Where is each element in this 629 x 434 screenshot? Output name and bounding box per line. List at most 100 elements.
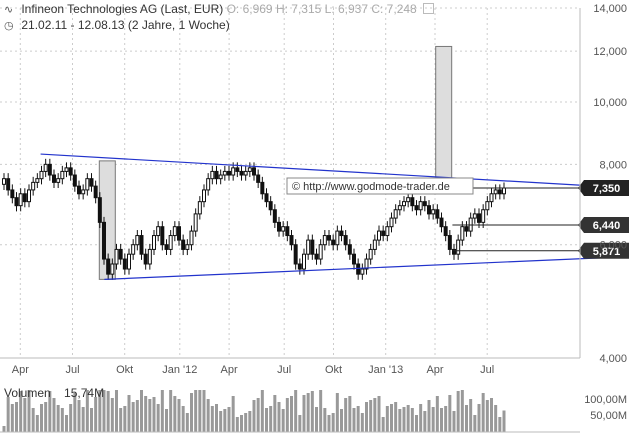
volume-bar	[265, 408, 268, 432]
candle-body	[406, 197, 411, 203]
volume-bar	[377, 396, 381, 432]
volume-bar	[477, 404, 481, 432]
volume-bar	[356, 406, 360, 432]
volume-bar	[319, 390, 323, 432]
candle-body	[268, 201, 273, 211]
volume-bar	[310, 391, 314, 432]
candle-body	[306, 239, 311, 255]
volume-bar	[181, 406, 185, 432]
candle-body	[502, 187, 506, 195]
volume-bar	[102, 390, 106, 432]
level-tag	[578, 242, 629, 259]
volume-bar	[252, 400, 256, 432]
volume-bar	[385, 406, 389, 432]
candle-body	[152, 235, 156, 250]
settings-checkbox[interactable]	[423, 3, 435, 14]
volume-bar	[431, 407, 435, 432]
candle-body	[106, 258, 111, 275]
y-tick-label: 14,000	[593, 3, 627, 15]
volume-bar	[202, 390, 206, 432]
candle-body	[377, 230, 381, 241]
y-tick-label: 4,000	[599, 353, 627, 365]
candle-body	[93, 185, 98, 199]
candle-body	[431, 209, 436, 215]
volume-bar	[390, 404, 393, 432]
candle-body	[164, 244, 169, 250]
x-tick-label: Okt	[116, 364, 133, 376]
candle-body	[135, 235, 140, 246]
volume-value: 15,74M	[64, 386, 105, 400]
level-tag	[578, 216, 629, 233]
volume-bar	[210, 406, 214, 432]
volume-bar	[248, 411, 252, 432]
volume-bar	[15, 402, 18, 432]
volume-bar	[227, 407, 231, 432]
volume-bar	[27, 390, 31, 432]
volume-bar	[369, 400, 373, 432]
candle-body	[235, 167, 240, 172]
volume-bar	[419, 404, 423, 432]
volume-header: Volumen 15,74M	[4, 386, 104, 400]
volume-bar	[260, 390, 264, 432]
volume-bar	[269, 406, 273, 432]
volume-bar	[490, 398, 493, 432]
x-tick-label: Jul	[65, 364, 79, 376]
y-tick-label: 12,000	[593, 46, 627, 58]
candle-body	[210, 170, 215, 180]
candle-body	[481, 209, 486, 223]
volume-bar	[460, 390, 464, 432]
candle-body	[247, 167, 252, 172]
volume-bar	[298, 415, 302, 432]
candle-body	[35, 178, 40, 183]
volume-bar	[360, 413, 364, 432]
volume-bar	[19, 391, 23, 432]
volume-bar	[448, 395, 452, 432]
volume-axis: 100,00M 50,00M	[0, 394, 627, 433]
y-axis: 14,000 12,000 10,000 8,000 6,000 4,000	[579, 3, 627, 365]
level-label: 7,350	[593, 183, 621, 195]
volume-bar	[44, 402, 48, 432]
volume-bar	[156, 404, 160, 432]
trendlines	[40, 153, 629, 280]
volume-bar	[273, 395, 277, 432]
volume-bar	[406, 405, 410, 432]
volume-bar	[52, 398, 56, 432]
x-axis: Apr Jul Okt Jan '12 Apr Jul Okt Jan '13 Apr Jul	[0, 357, 580, 376]
volume-bar	[340, 409, 343, 432]
candle-body	[206, 178, 211, 191]
volume-bar	[323, 408, 327, 432]
volume-bar	[473, 415, 477, 432]
candle-body	[214, 170, 219, 180]
volume-bar	[194, 390, 198, 432]
volume-bar	[465, 405, 468, 432]
volume-bar	[315, 407, 318, 432]
volume-bar	[144, 396, 148, 432]
candle-body	[77, 185, 81, 195]
volume-bar	[444, 406, 448, 432]
candle-body	[218, 174, 223, 180]
level-markers: 7,350 6,440 5,871	[452, 180, 629, 259]
candle-body	[43, 163, 48, 172]
volume-bar	[165, 409, 168, 432]
volume-bar	[77, 400, 81, 432]
volume-bar	[456, 391, 460, 432]
candle-body	[85, 178, 90, 191]
watermark-text: © http://www.godmode-trader.de	[292, 181, 450, 193]
trendline-lower	[104, 256, 629, 280]
volume-bar	[256, 398, 260, 432]
volume-bar	[140, 390, 143, 432]
volume-bar	[485, 400, 489, 432]
candle-body	[6, 178, 11, 191]
candle-body	[277, 221, 281, 232]
candle-body	[27, 189, 31, 203]
volume-bar	[31, 408, 35, 432]
candle-body	[189, 230, 194, 246]
volume-bar	[410, 408, 414, 432]
candle-body	[460, 226, 465, 241]
candle-body	[14, 197, 19, 207]
level-label: 5,871	[593, 246, 621, 258]
volume-bar	[223, 409, 227, 432]
x-tick-label: Jan '12	[162, 364, 197, 376]
ohlc-values: O: 6,969 H: 7,315 L: 6,937 C: 7,248	[226, 2, 417, 16]
volume-bar	[331, 413, 335, 432]
